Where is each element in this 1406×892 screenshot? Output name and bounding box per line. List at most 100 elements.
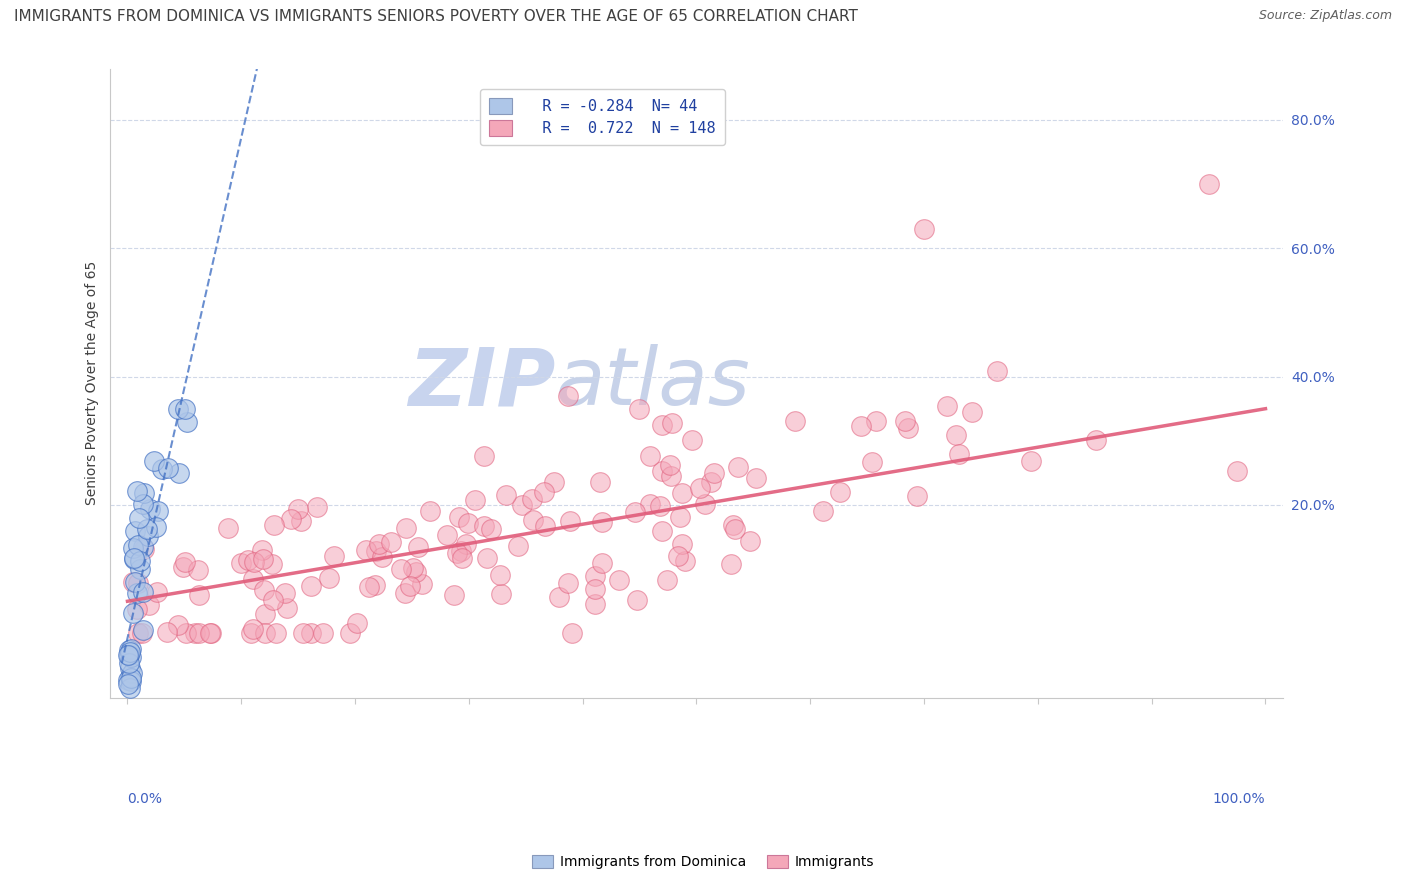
Point: [689, 481, 711, 495]
Point: [936, 399, 959, 413]
Point: [451, 550, 474, 565]
Point: [122, 552, 145, 566]
Point: [229, 556, 252, 570]
Point: [187, 563, 209, 577]
Point: [187, 589, 209, 603]
Text: 100.0%: 100.0%: [1213, 792, 1265, 805]
Point: [457, 516, 479, 531]
Text: Source: ZipAtlas.com: Source: ZipAtlas.com: [1258, 9, 1392, 22]
Point: [651, 464, 673, 478]
Point: [124, 524, 146, 538]
Point: [671, 537, 693, 551]
Point: [479, 522, 502, 536]
Point: [132, 497, 155, 511]
Point: [200, 626, 222, 640]
Point: [167, 467, 190, 481]
Point: [134, 542, 156, 557]
Point: [252, 552, 274, 566]
Point: [447, 510, 470, 524]
Point: [464, 493, 486, 508]
Point: [897, 420, 920, 434]
Point: [658, 458, 681, 472]
Point: [260, 557, 283, 571]
Point: [253, 582, 276, 597]
Point: [681, 433, 703, 447]
Point: [671, 486, 693, 500]
Point: [127, 483, 149, 498]
Point: [318, 571, 340, 585]
Point: [738, 534, 761, 549]
Point: [534, 519, 557, 533]
Point: [472, 449, 495, 463]
Point: [443, 588, 465, 602]
Point: [354, 542, 377, 557]
Point: [238, 553, 260, 567]
Point: [724, 522, 747, 536]
Point: [411, 577, 433, 591]
Point: [120, 661, 142, 675]
Point: [585, 569, 607, 583]
Point: [198, 626, 221, 640]
Point: [364, 577, 387, 591]
Point: [138, 599, 160, 613]
Point: [661, 469, 683, 483]
Point: [239, 626, 262, 640]
Point: [522, 513, 544, 527]
Point: [174, 626, 197, 640]
Point: [699, 475, 721, 489]
Point: [290, 514, 312, 528]
Point: [122, 606, 145, 620]
Point: [945, 428, 967, 442]
Point: [262, 593, 284, 607]
Point: [118, 656, 141, 670]
Point: [849, 419, 872, 434]
Point: [456, 537, 478, 551]
Point: [727, 459, 749, 474]
Point: [142, 454, 165, 468]
Point: [287, 501, 309, 516]
Point: [122, 550, 145, 565]
Point: [489, 587, 512, 601]
Point: [720, 557, 742, 571]
Point: [693, 497, 716, 511]
Point: [121, 665, 143, 680]
Point: [657, 573, 679, 587]
Point: [475, 550, 498, 565]
Point: [1226, 464, 1249, 478]
Point: [299, 578, 322, 592]
Point: [1084, 434, 1107, 448]
Point: [131, 626, 153, 640]
Point: [146, 584, 169, 599]
Point: [127, 626, 149, 640]
Point: [419, 504, 441, 518]
Point: [263, 518, 285, 533]
Point: [250, 542, 273, 557]
Point: [118, 645, 141, 659]
Point: [547, 590, 569, 604]
Point: [627, 402, 650, 417]
Point: [120, 673, 142, 688]
Point: [167, 618, 190, 632]
Point: [276, 601, 298, 615]
Point: [721, 518, 744, 533]
Point: [368, 536, 391, 550]
Point: [510, 498, 533, 512]
Point: [157, 460, 180, 475]
Point: [673, 554, 696, 568]
Point: [865, 414, 887, 428]
Point: [402, 560, 425, 574]
Point: [561, 626, 583, 640]
Point: [860, 455, 883, 469]
Point: [117, 673, 139, 687]
Point: [242, 555, 264, 569]
Point: [117, 648, 139, 662]
Point: [280, 512, 302, 526]
Point: [217, 521, 239, 535]
Point: [607, 574, 630, 588]
Point: [703, 466, 725, 480]
Point: [591, 556, 613, 570]
Point: [274, 586, 297, 600]
Point: [557, 575, 579, 590]
Text: ZIP: ZIP: [409, 344, 555, 422]
Point: [357, 580, 380, 594]
